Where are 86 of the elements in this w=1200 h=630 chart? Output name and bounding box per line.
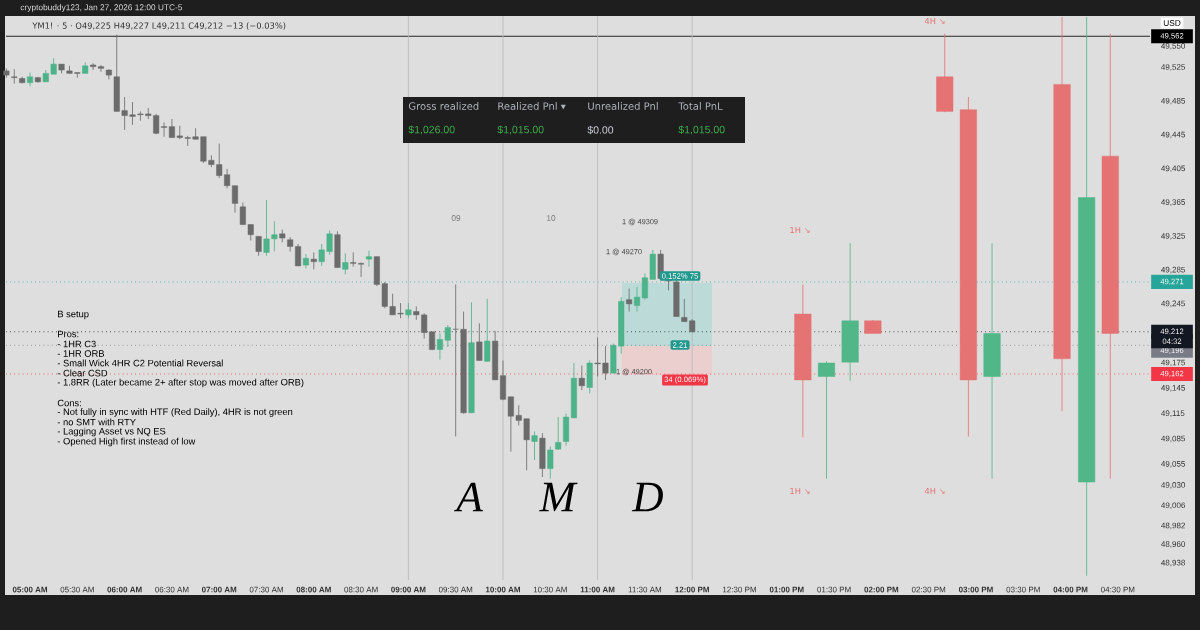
y-tick-label: 49,245 — [1161, 300, 1186, 308]
annotation: - Clear CSD — [57, 369, 108, 377]
annotation: - no SMT with RTY — [57, 418, 136, 426]
y-tick-label: 49,325 — [1161, 233, 1186, 240]
y-tick-label: 49,405 — [1161, 165, 1186, 173]
x-tick-label: 08:30 AM — [344, 586, 378, 593]
x-tick-label: 05:00 AM — [12, 586, 48, 593]
x-tick-label: 11:30 AM — [628, 586, 662, 593]
x-tick-label: 01:30 PM — [817, 586, 851, 593]
x-tick-label: 10:00 AM — [485, 586, 520, 593]
candlestick — [11, 68, 18, 84]
x-tick-label: 06:00 AM — [107, 586, 142, 593]
y-tick-label: 49,365 — [1161, 199, 1186, 206]
y-tick-label: 49,006 — [1161, 502, 1186, 509]
y-tick-label: 49,550 — [1161, 43, 1186, 50]
annotation: - Lagging Asset vs NQ ES — [57, 427, 166, 437]
candlestick — [27, 72, 34, 87]
y-tick-label: 49,030 — [1161, 482, 1186, 489]
annotation: B setup — [58, 310, 89, 320]
annotation: Pros: — [58, 330, 79, 338]
candlestick — [255, 235, 262, 257]
candlestick — [626, 288, 633, 312]
annotation: $1,015.00 — [678, 125, 725, 135]
annotation: $1,026.00 — [408, 125, 455, 135]
y-tick-label: 49,055 — [1161, 461, 1186, 468]
x-tick-label: 12:00 PM — [675, 586, 709, 593]
annotation: $1,015.00 — [497, 125, 544, 135]
y-tick-label: 49,175 — [1161, 359, 1186, 367]
annotation: - 1HR C3 — [57, 340, 96, 348]
annotation: 10 — [547, 215, 556, 221]
x-tick-label: 11:00 AM — [580, 586, 615, 593]
x-tick-label: 03:30 PM — [1006, 586, 1040, 593]
candlestick — [310, 251, 317, 270]
x-tick-label: 05:30 AM — [60, 586, 94, 593]
candlestick — [578, 365, 585, 391]
x-tick-label: 08:00 AM — [296, 586, 331, 593]
annotation: Total PnL — [678, 102, 723, 110]
annotation: Cons: — [57, 399, 81, 407]
x-tick-label: 06:30 AM — [155, 586, 189, 593]
x-tick-label: 04:00 PM — [1053, 586, 1088, 593]
x-tick-label: 04:30 PM — [1101, 586, 1135, 593]
y-tick-label: 49,085 — [1161, 435, 1186, 443]
candlestick — [817, 360, 836, 480]
x-tick-label: 12:30 PM — [722, 586, 756, 593]
x-tick-label: 07:30 AM — [249, 586, 283, 593]
x-tick-label: 02:30 PM — [911, 586, 946, 593]
annotation: $0.00 — [587, 125, 614, 135]
annotation: Gross realized — [408, 102, 479, 110]
annotation: 4H ↘ — [924, 17, 945, 25]
x-tick-label: 09:30 AM — [438, 586, 473, 593]
annotation: 1H ↘ — [790, 487, 810, 495]
annotation: Unrealized Pnl — [588, 102, 658, 110]
y-tick-label: 48,982 — [1161, 522, 1185, 530]
annotation: 1H ↘ — [790, 226, 810, 234]
annotation: - Not fully in sync with HTF (Red Daily), 4HR is not green — [57, 408, 293, 417]
x-tick-label: 07:00 AM — [201, 586, 237, 593]
candlestick — [365, 250, 372, 268]
annotation: - 1HR ORB — [57, 350, 105, 357]
candlestick — [342, 252, 349, 275]
candlestick — [476, 322, 483, 361]
x-tick-label: 10:30 AM — [533, 586, 567, 593]
y-tick-label: 49,485 — [1161, 97, 1186, 105]
annotation: - 1.8RR (Later became 2+ after stop was moved after ORB) — [57, 378, 304, 388]
x-tick-label: 03:00 PM — [958, 586, 993, 593]
annotation: - Small Wick 4HR C2 Potential Reversal — [57, 359, 223, 367]
y-tick-label: 48,938 — [1161, 559, 1186, 567]
x-tick-label: 02:00 PM — [864, 586, 899, 593]
annotation: Realized Pnl ▾ — [498, 102, 566, 110]
y-tick-label: 49,115 — [1161, 410, 1185, 417]
y-tick-label: 49,145 — [1161, 385, 1186, 392]
annotation: - Opened High first instead of low — [57, 437, 196, 447]
text: USD — [1163, 20, 1181, 26]
candlestick — [531, 430, 538, 461]
annotation: 4H ↘ — [924, 487, 945, 495]
y-tick-label: 49,285 — [1161, 266, 1186, 274]
x-tick-label: 01:00 PM — [769, 586, 804, 593]
y-tick-label: 49,445 — [1161, 131, 1186, 139]
y-tick-label: 49,525 — [1161, 64, 1186, 71]
y-tick-label: 48,960 — [1161, 541, 1186, 548]
text: YM1! · 5 · O49,225 H49,227 L49,211 C49,212 −13 (−0.03%) — [32, 22, 286, 30]
annotation: A M D — [454, 482, 663, 512]
chart-subtitle: cryptobuddy123, Jan 27, 2026 12:00 UTC-5 — [20, 4, 183, 12]
x-tick-label: 09:00 AM — [391, 586, 426, 593]
candlestick — [484, 298, 491, 362]
annotation: 09 — [451, 215, 461, 221]
candlestick — [302, 253, 309, 269]
